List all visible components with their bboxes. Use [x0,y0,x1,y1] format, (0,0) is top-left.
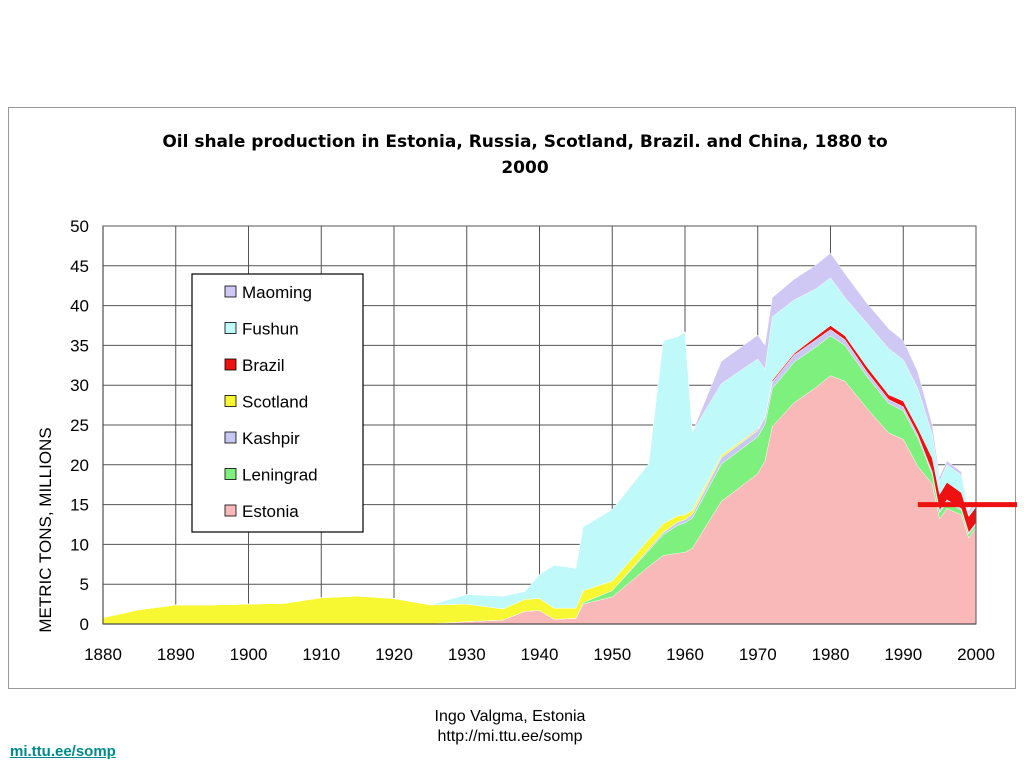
y-tick-5: 5 [80,575,89,594]
x-tick-1920: 1920 [375,645,413,664]
y-tick-35: 35 [70,336,89,355]
legend: Maoming Fushun Brazil Scotland Kashpir Lening… [191,273,364,533]
legend-swatch-leningrad [224,468,237,480]
credit-author: Ingo Valgma, Estonia [434,708,586,725]
x-tick-labels: 1880 1890 1900 1910 1920 1930 1940 1950 1960 1970… [84,645,995,664]
y-tick-0: 0 [80,615,89,634]
legend-label-leningrad: Leningrad [242,466,318,485]
x-tick-1930: 1930 [448,645,486,664]
y-tick-45: 45 [70,257,89,276]
y-tick-labels: 0 5 10 15 20 25 30 35 40 45 50 [70,217,89,634]
x-tick-1960: 1960 [666,645,704,664]
y-tick-40: 40 [70,297,89,316]
legend-swatch-brazil [224,358,237,371]
x-tick-1980: 1980 [812,645,850,664]
legend-label-scotland: Scotland [242,393,308,412]
legend-swatch-fushun [224,322,237,334]
legend-label-estonia: Estonia [242,502,299,521]
x-tick-1990: 1990 [884,645,922,664]
y-tick-10: 10 [70,535,89,554]
credit-url: http://mi.ttu.ee/somp [437,728,583,745]
y-tick-15: 15 [70,496,89,515]
y-axis-title: METRIC TONS, MILLIONS [36,427,55,632]
x-tick-1890: 1890 [157,645,195,664]
axes [102,225,977,625]
y-tick-50: 50 [70,217,89,236]
y-tick-20: 20 [70,456,89,475]
chart-title-line-1: Oil shale production in Estonia, Russia,… [162,132,887,152]
x-tick-1910: 1910 [302,645,340,664]
legend-swatch-kashpir [224,431,237,444]
author-credit: Ingo Valgma, Estonia http://mi.ttu.ee/so… [380,707,640,747]
legend-swatch-maoming [224,285,237,298]
x-tick-1900: 1900 [230,645,268,664]
chart-svg: Oil shale production in Estonia, Russia,… [36,132,1017,664]
legend-swatch-scotland [224,395,237,407]
x-tick-1940: 1940 [521,645,559,664]
legend-label-maoming: Maoming [242,283,312,302]
source-link[interactable]: mi.ttu.ee/somp [10,743,116,760]
chart-title-line-2: 2000 [501,158,548,178]
x-tick-2000: 2000 [957,645,995,664]
x-tick-1950: 1950 [593,645,631,664]
legend-label-fushun: Fushun [242,320,299,339]
legend-label-kashpir: Kashpir [242,429,300,448]
y-tick-30: 30 [70,376,89,395]
legend-box [191,273,364,533]
plot-border [102,225,977,625]
y-tick-25: 25 [70,416,89,435]
chart-frame: Oil shale production in Estonia, Russia,… [8,107,1017,689]
legend-label-brazil: Brazil [242,356,285,375]
x-tick-1970: 1970 [739,645,777,664]
legend-swatch-estonia [224,504,237,517]
x-tick-1880: 1880 [84,645,122,664]
